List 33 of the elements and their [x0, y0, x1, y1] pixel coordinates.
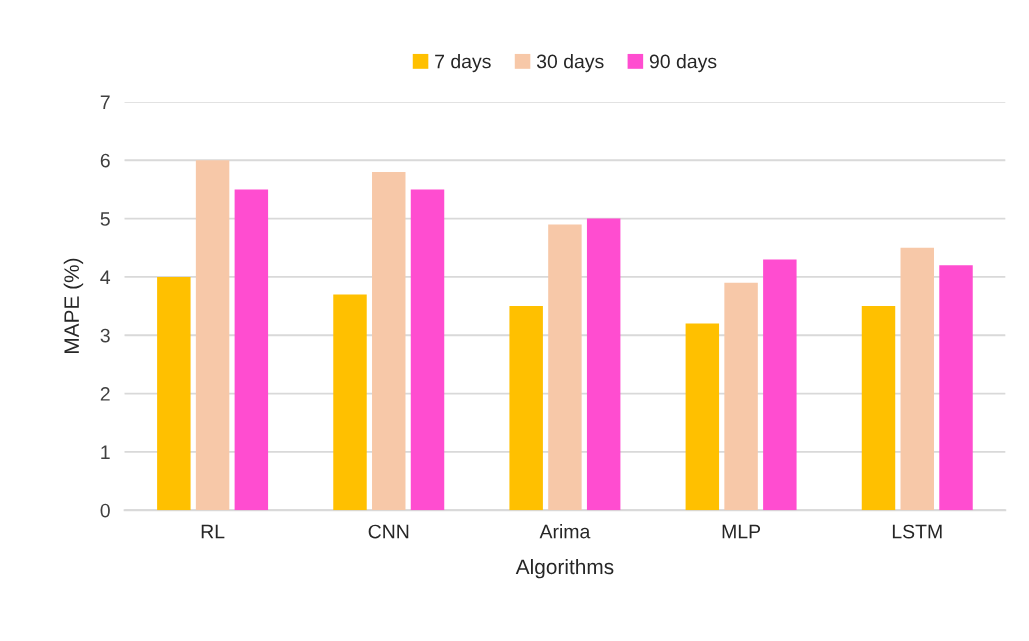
- bar: [724, 282, 758, 511]
- legend-label: 90 days: [649, 54, 717, 73]
- bar: [509, 306, 543, 511]
- bar: [234, 189, 269, 511]
- x-tick-label: MLP: [722, 524, 761, 539]
- y-axis-title: MAPE (%): [63, 258, 84, 353]
- x-tick-label: LSTM: [892, 524, 942, 539]
- bar: [763, 259, 797, 511]
- legend-label: 7 days: [435, 54, 491, 73]
- bar: [900, 247, 934, 511]
- y-tick-label: 2: [100, 387, 110, 401]
- bar: [372, 171, 406, 511]
- y-tick-label: 0: [100, 503, 110, 518]
- y-tick-label: 6: [100, 153, 110, 168]
- bar: [861, 306, 896, 511]
- x-tick-label: RL: [201, 524, 225, 539]
- bar: [548, 224, 582, 511]
- bar: [157, 276, 191, 511]
- y-tick-label: 1: [101, 445, 110, 459]
- x-tick-label: CNN: [368, 524, 409, 539]
- bar: [195, 160, 230, 511]
- x-tick-label: Arima: [539, 524, 591, 539]
- y-tick-label: 3: [100, 328, 110, 343]
- y-tick-label: 5: [100, 212, 110, 226]
- y-tick-label: 7: [100, 95, 110, 109]
- x-axis-title: Algorithms: [515, 558, 614, 579]
- bar: [586, 218, 621, 511]
- bar: [939, 265, 973, 511]
- y-tick-label: 4: [100, 270, 111, 284]
- bar: [333, 294, 367, 511]
- bar: [685, 323, 720, 511]
- legend-label: 30 days: [536, 54, 604, 73]
- bar: [410, 189, 445, 511]
